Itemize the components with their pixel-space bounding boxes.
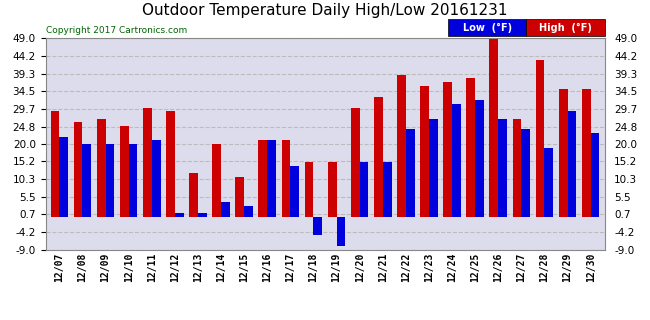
Bar (244, 206, 253, 217)
Bar (499, 118, 507, 217)
Bar (305, 162, 313, 217)
Bar (221, 202, 230, 217)
Bar (536, 60, 545, 217)
Bar (452, 104, 461, 217)
Bar (166, 111, 175, 217)
Bar (582, 89, 591, 217)
Bar (591, 133, 599, 217)
Bar (281, 140, 291, 217)
Bar (291, 166, 299, 217)
Bar (475, 100, 484, 217)
Bar (466, 78, 475, 217)
Bar (198, 213, 207, 217)
Bar (83, 144, 91, 217)
Bar (374, 97, 383, 217)
Bar (429, 118, 437, 217)
Bar (406, 129, 415, 217)
Bar (51, 111, 59, 217)
Bar (359, 162, 369, 217)
Bar (337, 217, 345, 246)
Bar (313, 217, 322, 235)
Bar (259, 140, 267, 217)
Bar (105, 144, 114, 217)
Bar (129, 144, 137, 217)
Bar (59, 137, 68, 217)
Bar (97, 118, 105, 217)
Bar (73, 122, 83, 217)
Bar (559, 89, 567, 217)
Bar (383, 162, 391, 217)
Bar (567, 111, 577, 217)
Text: Copyright 2017 Cartronics.com: Copyright 2017 Cartronics.com (46, 26, 187, 35)
Bar (120, 126, 129, 217)
Bar (143, 108, 151, 217)
Bar (443, 82, 452, 217)
Bar (397, 75, 406, 217)
Bar (175, 213, 184, 217)
Bar (513, 118, 521, 217)
Bar (489, 38, 499, 217)
Bar (351, 108, 359, 217)
Bar (213, 144, 221, 217)
Bar (267, 140, 276, 217)
Bar (151, 140, 161, 217)
Bar (328, 162, 337, 217)
Bar (545, 148, 553, 217)
Bar (521, 129, 530, 217)
Bar (420, 86, 429, 217)
Bar (235, 177, 244, 217)
Title: Outdoor Temperature Daily High/Low 20161231: Outdoor Temperature Daily High/Low 20161… (142, 3, 508, 18)
Bar (189, 173, 198, 217)
